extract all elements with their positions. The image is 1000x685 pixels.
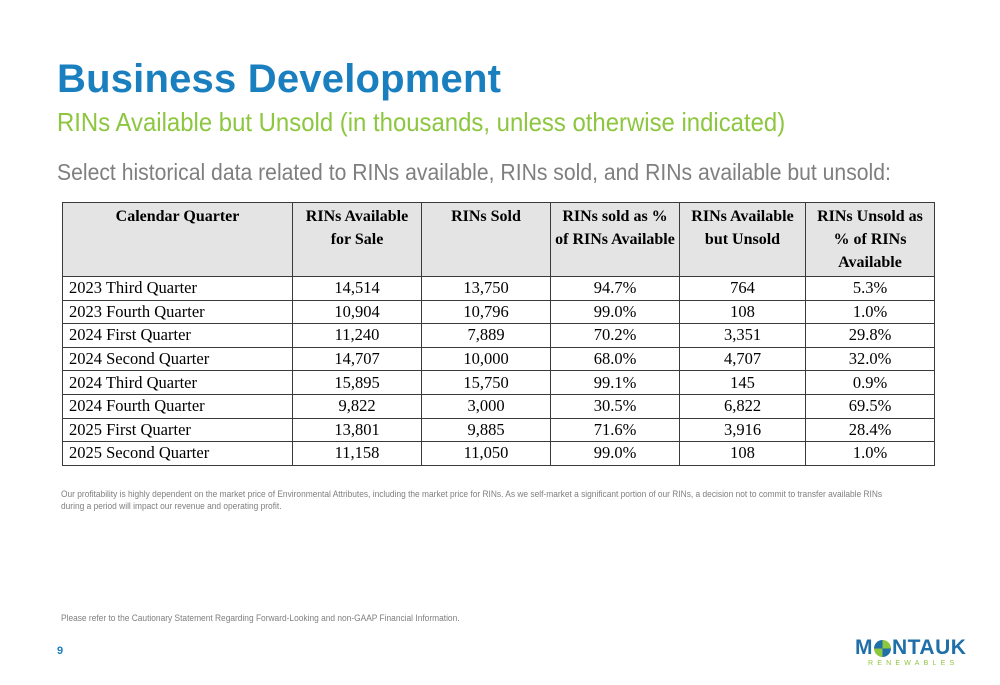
header-rins-sold-percent: RINs sold as % of RINs Available: [550, 202, 680, 277]
cell-calendar-quarter: 2024 First Quarter: [62, 323, 293, 348]
intro-text: Select historical data related to RINs a…: [57, 159, 891, 185]
cell-rins-sold-percent: 70.2%: [550, 323, 680, 348]
cell-calendar-quarter: 2024 Third Quarter: [62, 370, 293, 395]
cell-rins-available-but-unsold: 108: [679, 299, 806, 325]
cell-rins-available-for-sale: 13,801: [292, 417, 422, 443]
cell-rins-available-for-sale: 15,895: [292, 370, 422, 395]
header-rins-available-for-sale: RINs Available for Sale: [292, 202, 422, 277]
cell-rins-unsold-percent: 5.3%: [805, 276, 935, 301]
table-row: 2024 Second Quarter 14,707 10,000 68.0% 4,70…: [62, 346, 935, 372]
logo-word-left: M: [855, 636, 873, 659]
montauk-logo: M NTAUK RENEWABLES: [855, 636, 966, 670]
cell-rins-sold: 13,750: [421, 276, 551, 301]
cell-rins-sold: 10,796: [421, 299, 551, 325]
logo-o-icon: [874, 639, 891, 657]
cell-rins-sold-percent: 99.1%: [550, 370, 680, 395]
cell-calendar-quarter: 2023 Third Quarter: [62, 276, 293, 301]
cell-rins-available-but-unsold: 145: [679, 370, 806, 395]
cell-rins-sold: 3,000: [421, 393, 551, 419]
cell-rins-unsold-percent: 69.5%: [805, 393, 935, 419]
cell-rins-available-but-unsold: 108: [679, 441, 806, 466]
cell-rins-sold-percent: 30.5%: [550, 393, 680, 419]
cell-rins-available-but-unsold: 3,351: [679, 323, 806, 348]
cell-calendar-quarter: 2024 Second Quarter: [62, 346, 293, 372]
cell-rins-unsold-percent: 0.9%: [805, 370, 935, 395]
cell-rins-sold: 9,885: [421, 417, 551, 443]
header-rins-sold: RINs Sold: [421, 202, 551, 277]
cell-rins-sold: 15,750: [421, 370, 551, 395]
cell-rins-available-for-sale: 10,904: [292, 299, 422, 325]
cell-calendar-quarter: 2024 Fourth Quarter: [62, 393, 293, 419]
cell-rins-sold: 10,000: [421, 346, 551, 372]
header-rins-unsold-percent: RINs Unsold as % of RINs Available: [805, 202, 935, 277]
cell-rins-available-but-unsold: 764: [679, 276, 806, 301]
cell-rins-sold-percent: 68.0%: [550, 346, 680, 372]
page-subtitle: RINs Available but Unsold (in thousands,…: [57, 107, 786, 137]
cell-calendar-quarter: 2025 First Quarter: [62, 417, 293, 443]
cell-rins-sold-percent: 94.7%: [550, 276, 680, 301]
cell-rins-unsold-percent: 32.0%: [805, 346, 935, 372]
table-header-row: Calendar Quarter RINs Available for Sale…: [62, 202, 935, 277]
page-title: Business Development: [57, 57, 502, 101]
table-row: 2024 Third Quarter 15,895 15,750 99.1% 145 0.…: [62, 370, 935, 395]
table-row: 2025 First Quarter 13,801 9,885 71.6% 3,916 2…: [62, 417, 935, 443]
cell-rins-available-for-sale: 11,240: [292, 323, 422, 348]
footnote: Our profitability is highly dependent on…: [61, 489, 883, 511]
rins-table: Calendar Quarter RINs Available for Sale…: [62, 202, 935, 466]
cell-rins-available-for-sale: 9,822: [292, 393, 422, 419]
cell-rins-unsold-percent: 1.0%: [805, 441, 935, 466]
header-rins-available-but-unsold: RINs Available but Unsold: [679, 202, 806, 277]
disclaimer-link-text: Please refer to the Cautionary Statement…: [61, 613, 460, 623]
cell-rins-available-but-unsold: 3,916: [679, 417, 806, 443]
cell-rins-sold-percent: 71.6%: [550, 417, 680, 443]
table-row: 2023 Third Quarter 14,514 13,750 94.7% 764 5.…: [62, 276, 935, 301]
cell-calendar-quarter: 2023 Fourth Quarter: [62, 299, 293, 325]
cell-rins-sold-percent: 99.0%: [550, 441, 680, 466]
table-row: 2024 First Quarter 11,240 7,889 70.2% 3,351 2…: [62, 323, 935, 348]
logo-tagline: RENEWABLES: [868, 660, 959, 667]
cell-rins-unsold-percent: 1.0%: [805, 299, 935, 325]
cell-rins-unsold-percent: 28.4%: [805, 417, 935, 443]
header-calendar-quarter: Calendar Quarter: [62, 202, 293, 277]
cell-rins-available-for-sale: 14,514: [292, 276, 422, 301]
table-row: 2025 Second Quarter 11,158 11,050 99.0% 108 1…: [62, 441, 935, 466]
cell-rins-sold: 11,050: [421, 441, 551, 466]
cell-calendar-quarter: 2025 Second Quarter: [62, 441, 293, 466]
cell-rins-available-but-unsold: 4,707: [679, 346, 806, 372]
cell-rins-unsold-percent: 29.8%: [805, 323, 935, 348]
cell-rins-sold-percent: 99.0%: [550, 299, 680, 325]
page-number: 9: [57, 645, 64, 657]
table-row: 2024 Fourth Quarter 9,822 3,000 30.5% 6,822 6…: [62, 393, 935, 419]
logo-word-right: NTAUK: [892, 636, 967, 659]
cell-rins-available-for-sale: 14,707: [292, 346, 422, 372]
logo-wordmark: M NTAUK: [855, 636, 966, 660]
cell-rins-sold: 7,889: [421, 323, 551, 348]
cell-rins-available-but-unsold: 6,822: [679, 393, 806, 419]
cell-rins-available-for-sale: 11,158: [292, 441, 422, 466]
table-row: 2023 Fourth Quarter 10,904 10,796 99.0% 108 1…: [62, 299, 935, 325]
